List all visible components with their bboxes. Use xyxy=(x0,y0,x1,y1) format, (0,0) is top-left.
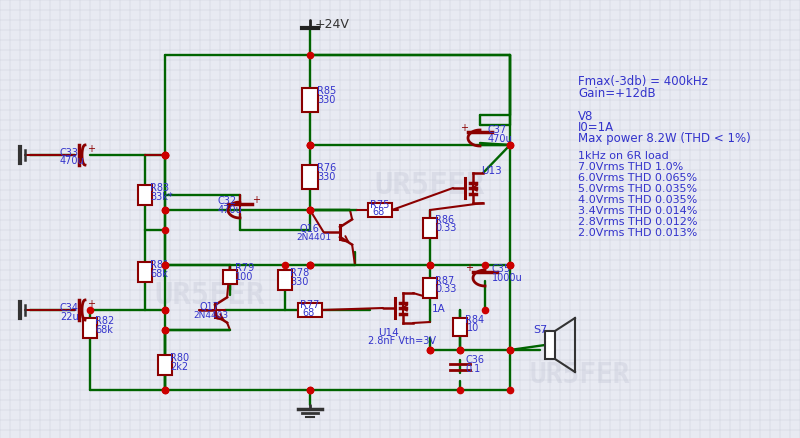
Text: U14: U14 xyxy=(378,328,398,338)
Text: 68: 68 xyxy=(302,308,314,318)
Text: Fmax(-3db) = 400kHz: Fmax(-3db) = 400kHz xyxy=(578,75,708,88)
Bar xyxy=(158,355,172,375)
Text: 2.0Vrms THD 0.013%: 2.0Vrms THD 0.013% xyxy=(578,228,698,238)
Bar xyxy=(423,218,437,238)
Bar xyxy=(368,203,392,217)
Text: 1000u: 1000u xyxy=(492,273,522,283)
Text: R80: R80 xyxy=(170,353,189,363)
Text: 68k: 68k xyxy=(150,269,168,279)
Text: 0.33: 0.33 xyxy=(435,284,456,294)
Text: 1kHz on 6R load: 1kHz on 6R load xyxy=(578,151,669,161)
Text: 3.4Vrms THD 0.014%: 3.4Vrms THD 0.014% xyxy=(578,206,698,216)
Text: +24V: +24V xyxy=(315,18,350,31)
Bar xyxy=(83,318,97,338)
Bar xyxy=(302,88,318,112)
Bar xyxy=(138,262,152,282)
Text: 330: 330 xyxy=(317,172,335,182)
Text: R79: R79 xyxy=(235,263,254,273)
Text: R81: R81 xyxy=(150,260,169,270)
Text: +: + xyxy=(252,195,260,205)
Text: R76: R76 xyxy=(317,163,336,173)
Text: C32: C32 xyxy=(218,196,237,206)
Text: 2.8Vrms THD 0.012%: 2.8Vrms THD 0.012% xyxy=(578,217,698,227)
Text: 0.1: 0.1 xyxy=(465,364,480,374)
Text: +: + xyxy=(465,263,473,273)
Bar xyxy=(138,185,152,205)
Text: C34: C34 xyxy=(60,303,79,313)
Text: 1A: 1A xyxy=(432,304,446,314)
Text: Q16: Q16 xyxy=(300,224,320,234)
Text: UR5FER: UR5FER xyxy=(155,280,265,310)
Text: 2k2: 2k2 xyxy=(170,362,188,372)
Text: 330: 330 xyxy=(290,277,308,287)
Text: 470u: 470u xyxy=(488,134,513,144)
Text: R84: R84 xyxy=(465,315,484,325)
Text: 22u: 22u xyxy=(60,312,78,322)
Text: V8: V8 xyxy=(578,110,594,123)
Text: 68: 68 xyxy=(372,207,384,217)
Text: R86: R86 xyxy=(435,215,454,225)
Bar xyxy=(298,303,322,317)
Text: I0=1A: I0=1A xyxy=(578,121,614,134)
Text: R77: R77 xyxy=(300,300,319,310)
Text: 33k*: 33k* xyxy=(150,192,173,202)
Text: R78: R78 xyxy=(290,268,310,278)
Text: C36: C36 xyxy=(465,355,484,365)
Text: 10: 10 xyxy=(467,323,479,333)
Text: +: + xyxy=(87,299,95,309)
Bar xyxy=(423,278,437,298)
Text: UR5FER: UR5FER xyxy=(530,361,630,389)
Text: 4.0Vrms THD 0.035%: 4.0Vrms THD 0.035% xyxy=(578,195,698,205)
Text: 470u: 470u xyxy=(60,156,85,166)
Bar xyxy=(278,270,292,290)
Text: R83: R83 xyxy=(150,183,169,193)
Text: C35: C35 xyxy=(492,264,511,274)
Text: 0.33: 0.33 xyxy=(435,223,456,233)
Text: 330: 330 xyxy=(317,95,335,105)
Text: 2N4401: 2N4401 xyxy=(296,233,331,242)
Bar xyxy=(545,331,555,359)
Text: Gain=+12dB: Gain=+12dB xyxy=(578,87,656,100)
Text: 68k: 68k xyxy=(95,325,113,335)
Text: Max power 8.2W (THD < 1%): Max power 8.2W (THD < 1%) xyxy=(578,132,750,145)
Text: +: + xyxy=(460,123,468,133)
Text: Q17: Q17 xyxy=(200,302,220,312)
Text: 7.0Vrms THD 1.0%: 7.0Vrms THD 1.0% xyxy=(578,162,683,172)
Bar xyxy=(453,318,467,336)
Text: +: + xyxy=(87,144,95,154)
Text: 100: 100 xyxy=(235,272,254,282)
Text: U13: U13 xyxy=(481,166,502,176)
Text: C33: C33 xyxy=(60,148,79,158)
Text: 470u: 470u xyxy=(218,205,242,215)
Text: R82: R82 xyxy=(95,316,114,326)
Text: 2.8nF Vth=3V: 2.8nF Vth=3V xyxy=(368,336,436,346)
Text: 6.0Vrms THD 0.065%: 6.0Vrms THD 0.065% xyxy=(578,173,697,183)
Text: 5.0Vrms THD 0.035%: 5.0Vrms THD 0.035% xyxy=(578,184,697,194)
Text: S7: S7 xyxy=(533,325,547,335)
Text: 2N4403: 2N4403 xyxy=(193,311,228,320)
Text: UR5FER: UR5FER xyxy=(375,170,485,199)
Bar xyxy=(302,165,318,189)
Text: R75: R75 xyxy=(370,200,390,210)
Text: C37: C37 xyxy=(488,125,507,135)
Text: R87: R87 xyxy=(435,276,454,286)
Bar xyxy=(223,270,237,284)
Text: R85: R85 xyxy=(317,86,336,96)
